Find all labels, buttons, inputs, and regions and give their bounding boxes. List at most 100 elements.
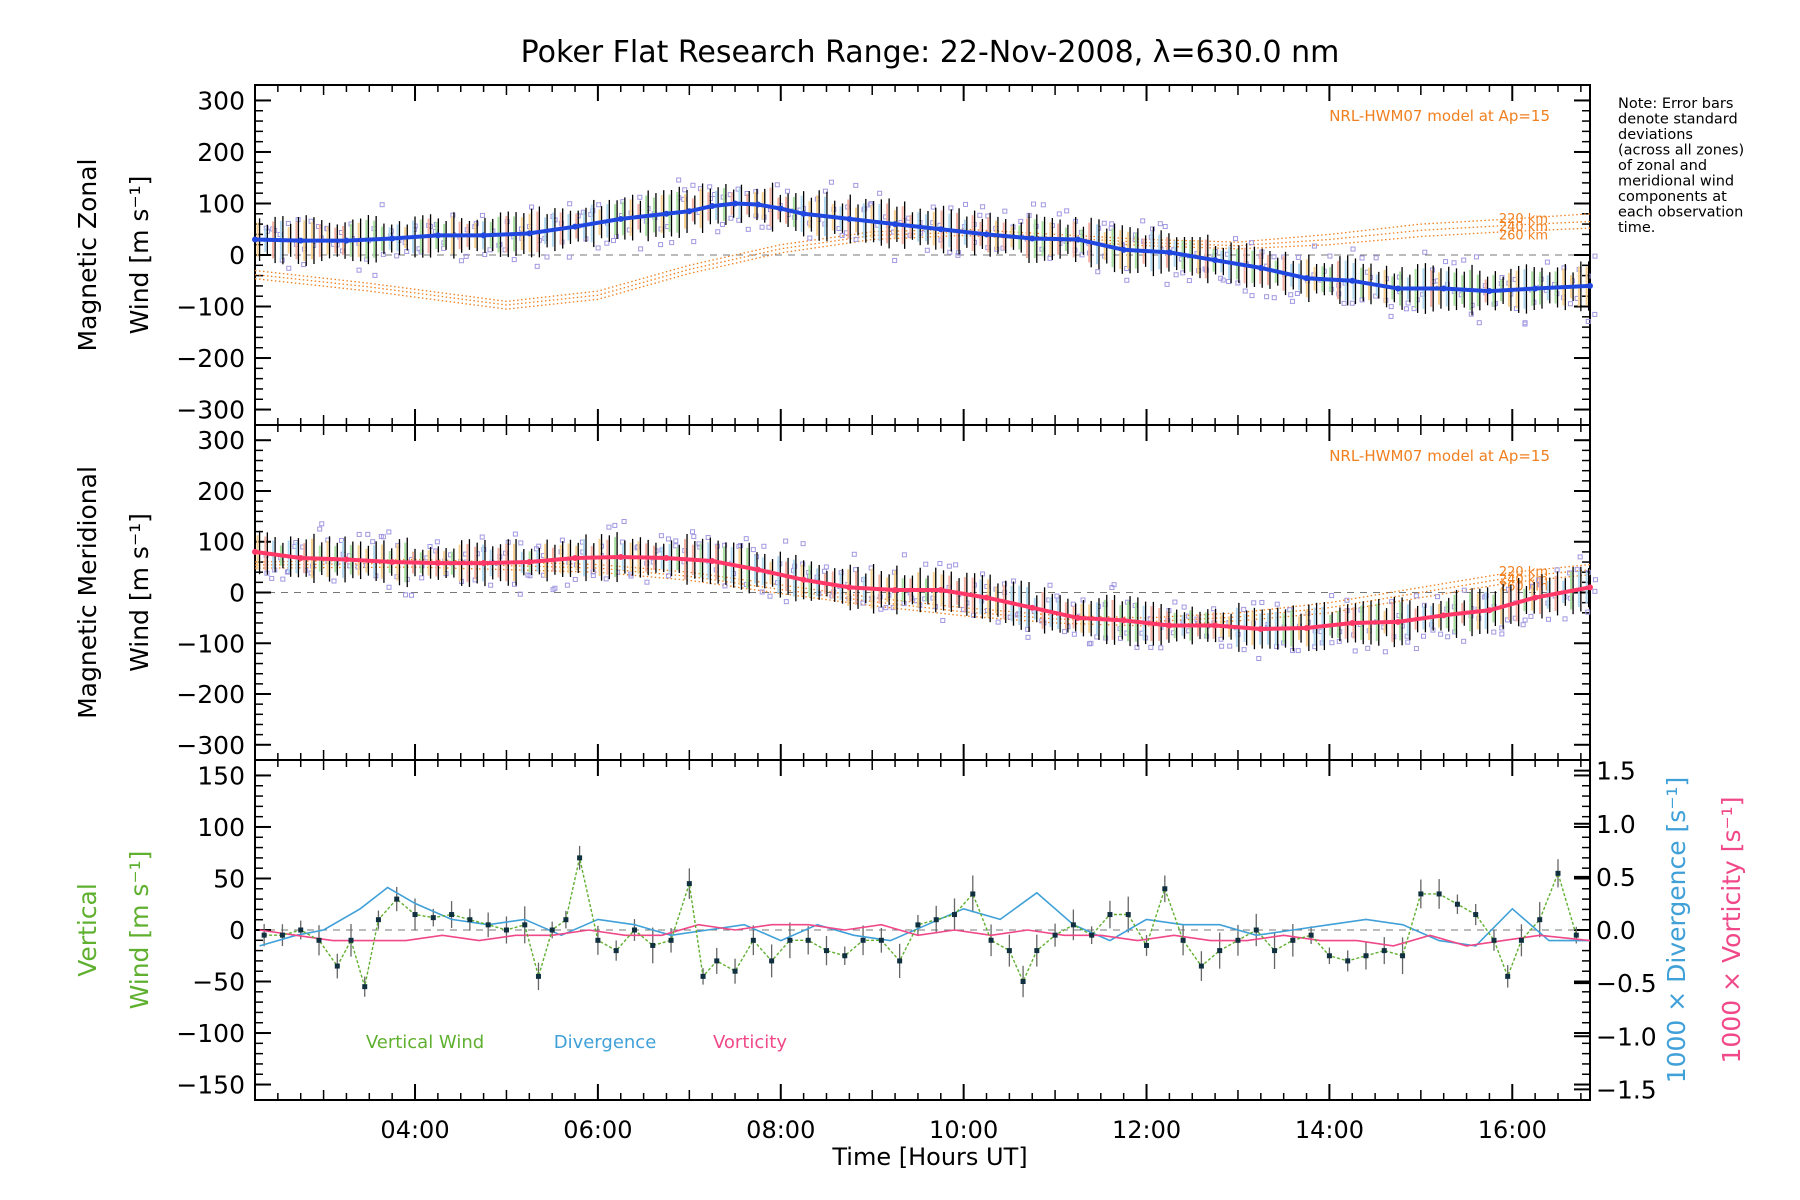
zone-marker <box>1079 252 1085 258</box>
zone-marker <box>1574 567 1580 573</box>
zone-marker <box>1124 277 1130 283</box>
zone-marker <box>450 212 456 218</box>
data-point-meridional <box>892 586 899 593</box>
data-point-vertical <box>714 958 720 964</box>
zone-marker <box>851 551 857 557</box>
data-point-zonal <box>1166 249 1173 256</box>
data-point-zonal <box>663 210 670 217</box>
zone-marker <box>1461 638 1467 644</box>
y-tick-label: 0 <box>229 241 245 270</box>
zone-marker <box>269 575 275 581</box>
zone-marker <box>1047 255 1053 261</box>
zone-marker <box>1344 597 1350 603</box>
zone-marker <box>1544 259 1550 265</box>
data-point-vertical <box>577 855 583 861</box>
zone-marker <box>319 521 325 527</box>
x-axis-tick-labels: 04:00 06:00 08:00 10:00 12:00 14:00 16:00 <box>380 1116 1546 1144</box>
zone-marker <box>1287 607 1293 613</box>
right-tick-label: 0.0 <box>1596 916 1636 945</box>
data-point-meridional <box>480 560 487 567</box>
zone-marker <box>766 224 772 230</box>
data-point-vertical <box>1162 886 1168 892</box>
data-point-vertical <box>805 937 811 943</box>
note-line: denote standard <box>1618 112 1738 128</box>
data-point-meridional <box>617 553 624 560</box>
zone-marker <box>1274 601 1280 607</box>
zone-marker <box>637 194 643 200</box>
data-point-vertical <box>897 958 903 964</box>
zone-marker <box>1109 221 1115 227</box>
y-tick-label: 50 <box>213 864 245 893</box>
data-point-zonal <box>526 230 533 237</box>
zone-marker <box>285 220 291 226</box>
y-tick-label: 200 <box>197 477 245 506</box>
data-point-meridional <box>754 566 761 573</box>
zone-marker <box>823 564 829 570</box>
zone-marker <box>567 201 573 207</box>
zone-marker <box>774 182 780 188</box>
data-point-vertical <box>650 942 656 948</box>
data-point-vertical <box>449 912 455 918</box>
legend-entry: Vertical Wind <box>366 1032 484 1053</box>
zone-marker <box>286 265 292 271</box>
x-tick-label: 12:00 <box>1112 1116 1181 1144</box>
zone-marker <box>1373 255 1379 261</box>
zone-marker <box>1002 208 1008 214</box>
data-point-vertical <box>1052 932 1058 938</box>
zone-marker <box>807 235 813 241</box>
zone-marker <box>1241 647 1247 653</box>
altitude-label: 260 km <box>1499 228 1548 243</box>
chart-title: Poker Flat Research Range: 22-Nov-2008, … <box>521 35 1340 70</box>
data-point-vertical <box>595 937 601 943</box>
data-point-zonal <box>937 226 944 233</box>
zone-marker <box>1562 616 1568 622</box>
zone-marker <box>1499 631 1505 637</box>
zone-marker <box>590 569 596 575</box>
x-tick-label: 14:00 <box>1295 1116 1364 1144</box>
data-point-vertical <box>732 968 738 974</box>
data-point-vertical <box>1217 948 1223 954</box>
zone-marker <box>1349 300 1355 306</box>
zone-marker <box>550 587 556 593</box>
zone-marker <box>715 229 721 235</box>
data-point-meridional <box>1257 626 1264 633</box>
zone-marker <box>1289 298 1295 304</box>
data-point-vertical <box>668 937 674 943</box>
zone-marker <box>525 572 531 578</box>
zone-marker <box>750 547 756 553</box>
data-point-vertical <box>686 881 692 887</box>
right-tick-label: −0.5 <box>1596 969 1657 998</box>
data-point-zonal <box>800 210 807 217</box>
zone-marker <box>995 619 1001 625</box>
data-point-vertical <box>1454 901 1460 907</box>
zone-marker <box>1064 208 1070 214</box>
zone-marker <box>317 526 323 532</box>
zone-marker <box>1473 254 1479 260</box>
y-tick-label: 300 <box>197 86 245 115</box>
zone-marker <box>1031 201 1037 207</box>
data-point-vertical <box>952 912 958 918</box>
zone-marker <box>980 204 986 210</box>
zone-marker <box>1522 321 1528 327</box>
data-point-meridional <box>252 548 258 555</box>
data-point-zonal <box>754 201 761 208</box>
zone-marker <box>379 202 385 208</box>
data-point-vertical <box>860 937 866 943</box>
data-point-meridional <box>1486 607 1493 614</box>
data-point-vertical <box>1125 912 1131 918</box>
zone-marker <box>1054 593 1060 599</box>
altitude-label: 220 km <box>1499 212 1548 227</box>
x-tick-label: 10:00 <box>929 1116 998 1144</box>
data-point-meridional <box>800 576 807 583</box>
zone-marker <box>705 535 711 541</box>
zone-marker <box>479 212 485 218</box>
data-point-vertical <box>1537 917 1543 923</box>
zone-marker <box>822 188 828 194</box>
data-point-vertical <box>394 896 400 902</box>
zone-marker <box>963 201 969 207</box>
zone-marker <box>1461 587 1467 593</box>
data-point-zonal <box>297 237 304 244</box>
data-point-vertical <box>823 948 829 954</box>
zone-marker <box>1256 655 1262 661</box>
zone-marker <box>924 247 930 253</box>
